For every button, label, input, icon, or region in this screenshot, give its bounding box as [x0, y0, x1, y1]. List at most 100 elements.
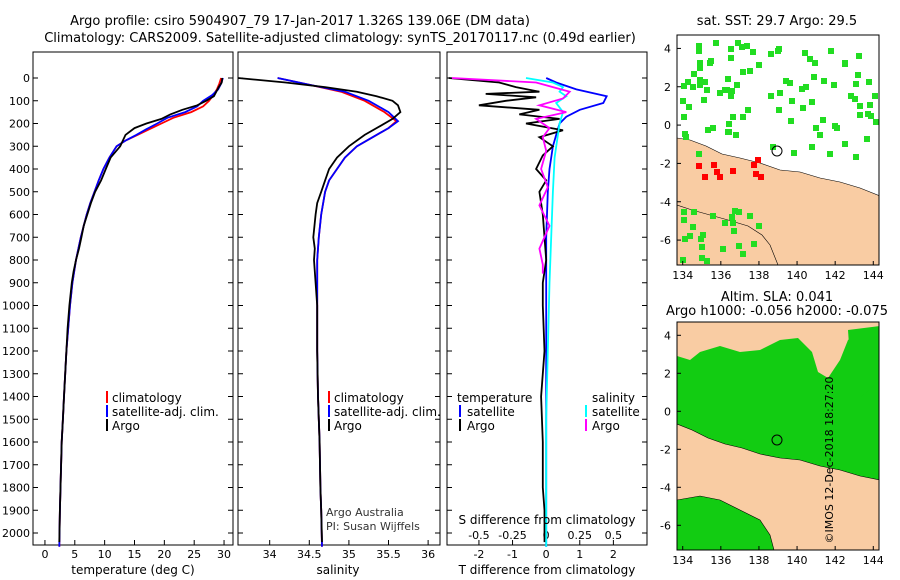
x-tick-label: -1	[507, 548, 518, 561]
sst-cell	[686, 104, 692, 110]
sst-cell	[697, 77, 703, 83]
depth-tick-label: 1600	[2, 436, 30, 449]
sst-cell	[710, 125, 716, 131]
depth-tick-label: 900	[9, 277, 30, 290]
sst-cell	[681, 217, 687, 223]
map-y-tick-label: -2	[660, 157, 671, 170]
sst-cell	[697, 60, 703, 66]
sst-cell	[691, 71, 697, 77]
sst-cell	[702, 79, 708, 85]
imos-credit: ©IMOS 12-Dec-2018 18:27:20	[823, 377, 836, 544]
map-x-tick-label: 142	[825, 269, 846, 282]
depth-tick-label: 300	[9, 140, 30, 153]
x-tick-label: 36	[421, 548, 435, 561]
depth-tick-label: 1800	[2, 482, 30, 495]
sst-map-frame	[676, 34, 880, 266]
sst-cell	[776, 107, 782, 113]
depth-tick-label: 500	[9, 186, 30, 199]
map-y-tick-label: -4	[660, 481, 671, 494]
sst-cell	[856, 53, 862, 59]
sst-cell	[697, 65, 703, 71]
sla-map-title-line2: Argo h1000: -0.056 h2000: -0.075	[666, 304, 888, 319]
legend-satellite-swatch	[106, 405, 108, 417]
sst-cell	[821, 78, 827, 84]
temperature-panel: 0100200300400500600700800900100011001200…	[2, 51, 234, 577]
sst-cell	[853, 81, 859, 87]
sst-cell	[750, 49, 756, 55]
sst-cell	[800, 105, 806, 111]
legend-t-argo-label: Argo	[467, 419, 495, 433]
sst-cell	[699, 244, 705, 250]
depth-tick-label: 2000	[2, 527, 30, 540]
s-tick-label: -0.5	[468, 529, 489, 542]
depth-tick-label: 200	[9, 118, 30, 131]
sst-cell	[864, 136, 870, 142]
sst-cell	[817, 132, 823, 138]
map-x-tick-label: 134	[672, 269, 693, 282]
sst-cell	[853, 154, 859, 160]
depth-tick-label: 400	[9, 163, 30, 176]
sst-cell	[787, 80, 793, 86]
sst-cell	[722, 220, 728, 226]
sst-cell	[770, 144, 776, 150]
x-tick-label: 25	[187, 548, 201, 561]
sst-cell	[704, 87, 710, 93]
depth-axis: 0 100 200 300 400 500 600 700 800 900 1000 1100 1200…	[2, 72, 233, 540]
sst-cell	[740, 69, 746, 75]
sst-cell	[682, 236, 688, 242]
sst-cell	[828, 48, 834, 54]
sst-cell-warm	[714, 169, 720, 175]
sst-cell	[735, 40, 741, 46]
map-x-tick-label: 136	[710, 554, 731, 567]
sla-map-title-line1: Altim. SLA: 0.041	[721, 290, 833, 305]
sst-cell	[799, 86, 805, 92]
argo-float-location	[771, 145, 783, 157]
sst-cell	[852, 96, 858, 102]
legend-s-satellite-swatch	[585, 405, 587, 417]
sst-cell	[820, 117, 826, 123]
difference-legend: temperature satellite Argo salinity sate…	[457, 391, 640, 433]
sst-cell	[700, 232, 706, 238]
sst-cell	[717, 90, 723, 96]
legend-t-satellite-swatch	[459, 405, 461, 417]
legend-salinity-heading: salinity	[592, 391, 635, 405]
figure-title-line1: Argo profile: csiro 5904907_79 17-Jan-20…	[70, 14, 530, 29]
t-difference-xlabel: T difference from climatology	[458, 563, 636, 577]
sst-cell	[698, 236, 704, 242]
legend-argo-swatch	[328, 419, 330, 431]
sst-cell	[728, 46, 734, 52]
sst-cell	[791, 150, 797, 156]
sst-cell	[872, 93, 878, 99]
sst-cell	[726, 121, 732, 127]
x-tick-label: 35.5	[376, 548, 401, 561]
sst-cell	[789, 98, 795, 104]
sst-cell	[832, 123, 838, 129]
sst-cell-warm	[717, 174, 723, 180]
difference-panel: -2 -1 0 1 2 -0.5 -0.25 0 0.25 0.5 T difference f…	[446, 51, 648, 577]
sst-cell	[710, 213, 716, 219]
sst-cell	[728, 55, 734, 61]
depth-tick-label: 1100	[2, 322, 30, 335]
s-tick-label: 0.25	[568, 529, 593, 542]
sst-cell	[747, 68, 753, 74]
sst-cell	[842, 141, 848, 147]
s-tick-label: -0.25	[498, 529, 526, 542]
map-y-tick-label: 2	[664, 81, 671, 94]
t-difference-axis: -2 -1 0 1 2	[473, 540, 617, 561]
sst-cell	[731, 228, 737, 234]
series-line-climatology	[277, 77, 398, 547]
sst-cell	[813, 125, 819, 131]
map-y-tick-label: -4	[660, 196, 671, 209]
sst-cell	[691, 209, 697, 215]
series-line-satellite-adj-clim-	[277, 77, 400, 547]
sst-anomaly-cells	[680, 40, 879, 264]
sst-cell-warm	[753, 171, 759, 177]
sst-cell	[736, 209, 742, 215]
legend-argo-swatch	[106, 419, 108, 431]
figure-title-line2: Climatology: CARS2009. Satellite-adjuste…	[44, 31, 636, 46]
x-tick-label: -2	[473, 548, 484, 561]
salinity-series	[237, 77, 402, 547]
legend-satellite-label: satellite-adj. clim.	[334, 405, 441, 419]
sst-cell	[696, 43, 702, 49]
depth-tick-label: 1300	[2, 368, 30, 381]
